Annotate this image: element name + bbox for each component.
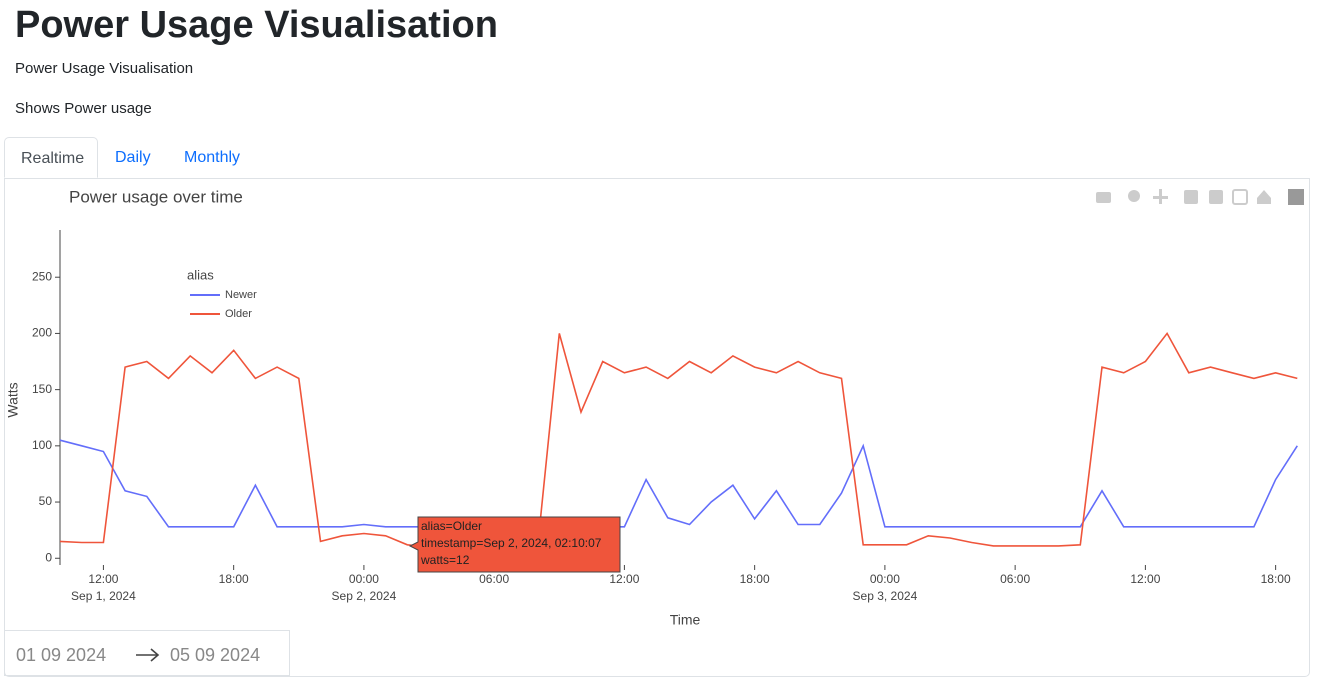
tooltip-line: alias=Older	[421, 519, 482, 533]
x-axis-title: Time	[670, 612, 701, 628]
date-range[interactable]: 01 09 2024 05 09 2024	[4, 630, 290, 676]
y-tick-label: 150	[32, 382, 52, 396]
tab-bar: Realtime Daily Monthly	[4, 137, 1310, 179]
y-tick-label: 100	[32, 438, 52, 452]
description: Shows Power usage	[15, 100, 152, 117]
end-date[interactable]: 05 09 2024	[170, 645, 261, 665]
x-tick-date: Sep 1, 2024	[71, 589, 136, 603]
x-tick-label: 00:00	[349, 572, 379, 586]
chart-title: Power usage over time	[69, 187, 243, 206]
y-axis-title: Watts	[5, 382, 21, 417]
modebar[interactable]	[1096, 189, 1304, 205]
x-tick-date: Sep 3, 2024	[853, 589, 918, 603]
tab[interactable]: Daily	[115, 149, 151, 166]
tooltip: alias=Older timestamp=Sep 2, 2024, 02:10:…	[408, 516, 621, 573]
x-tick-label: 18:00	[219, 572, 249, 586]
y-tick-label: 200	[32, 326, 52, 340]
x-tick-label: 18:00	[1261, 572, 1291, 586]
x-tick-label: 18:00	[740, 572, 770, 586]
series-line	[59, 439, 1298, 528]
subtitle: Power Usage Visualisation	[15, 60, 194, 77]
chart: Power usage over time Time Watts 0 50 100 1…	[5, 187, 1304, 628]
page-title: Power Usage Visualisation	[15, 4, 498, 46]
y-tick-label: 250	[32, 269, 52, 283]
legend-title: alias	[187, 267, 214, 282]
y-tick-label: 0	[45, 550, 52, 564]
x-tick-label: 00:00	[870, 572, 900, 586]
y-tick-label: 50	[39, 494, 53, 508]
x-tick-label: 12:00	[88, 572, 118, 586]
arrow-icon	[136, 648, 160, 662]
tooltip-box	[408, 516, 621, 573]
x-tick-label: 12:00	[609, 572, 639, 586]
chart-panel	[4, 178, 1310, 677]
tooltip-line: watts=12	[420, 553, 470, 567]
series-line	[59, 331, 1298, 548]
x-tick-date: Sep 2, 2024	[332, 589, 397, 603]
legend-label: Newer	[225, 289, 257, 301]
tab[interactable]: Realtime	[4, 137, 98, 178]
tab[interactable]: Monthly	[184, 149, 241, 166]
x-tick-label: 06:00	[1000, 572, 1030, 586]
tooltip-line: timestamp=Sep 2, 2024, 02:10:07	[421, 536, 602, 550]
start-date[interactable]: 01 09 2024	[16, 645, 107, 665]
x-tick-label: 12:00	[1130, 572, 1160, 586]
legend-label: Older	[225, 308, 252, 320]
x-tick-label: 06:00	[479, 572, 509, 586]
